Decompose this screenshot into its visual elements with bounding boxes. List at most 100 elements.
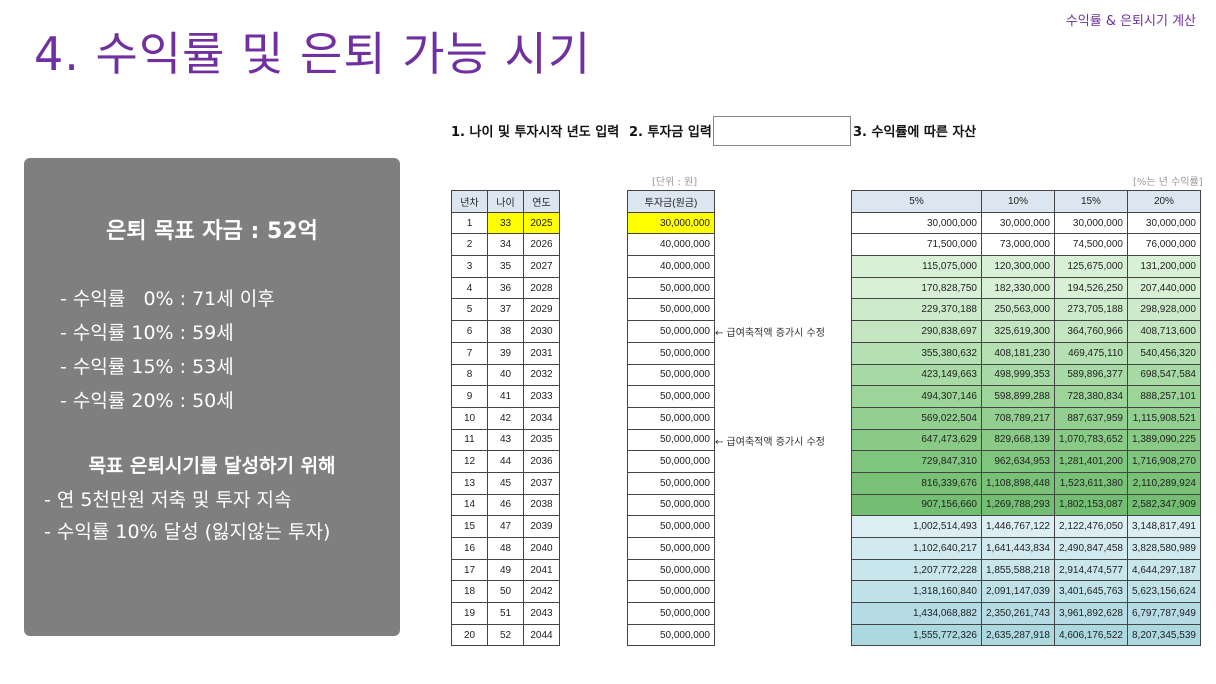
year-cell[interactable]: 2026: [523, 233, 560, 257]
age-cell[interactable]: 51: [487, 602, 524, 625]
principal-cell[interactable]: 50,000,000: [627, 341, 715, 365]
asset-cell: 1,555,772,326: [851, 623, 982, 647]
age-cell[interactable]: 52: [487, 623, 524, 647]
year-cell[interactable]: 2032: [523, 363, 560, 387]
year-index-cell: 9: [451, 385, 488, 408]
principal-cell[interactable]: 50,000,000: [627, 385, 715, 408]
header-rate-15: 15%: [1053, 190, 1128, 213]
age-row: 16 48 2040: [451, 537, 560, 560]
principal-cell[interactable]: 30,000,000: [627, 211, 715, 235]
asset-cell: 962,634,953: [981, 450, 1055, 473]
year-cell[interactable]: 2043: [523, 602, 560, 625]
principal-cell[interactable]: 50,000,000: [627, 580, 715, 604]
principal-cell[interactable]: 50,000,000: [627, 493, 715, 517]
asset-cell: 73,000,000: [981, 233, 1055, 257]
principal-cell[interactable]: 50,000,000: [627, 363, 715, 387]
year-cell[interactable]: 2033: [523, 385, 560, 408]
principal-cell[interactable]: 40,000,000: [627, 255, 715, 278]
age-cell[interactable]: 34: [487, 233, 524, 257]
principal-cell[interactable]: 50,000,000: [627, 450, 715, 473]
year-cell[interactable]: 2042: [523, 580, 560, 604]
asset-cell: 598,899,288: [981, 385, 1055, 408]
age-cell[interactable]: 36: [487, 276, 524, 300]
principal-cell[interactable]: 50,000,000: [627, 406, 715, 430]
age-cell[interactable]: 45: [487, 471, 524, 495]
year-cell[interactable]: 2044: [523, 623, 560, 647]
year-cell[interactable]: 2035: [523, 428, 560, 452]
age-row: 4 36 2028: [451, 276, 560, 300]
principal-cell[interactable]: 50,000,000: [627, 471, 715, 495]
page-title: 4. 수익률 및 은퇴 가능 시기: [34, 27, 592, 81]
age-cell[interactable]: 46: [487, 493, 524, 517]
asset-row: 229,370,188 250,563,000 273,705,188 298,928…: [851, 298, 1201, 322]
year-cell[interactable]: 2030: [523, 320, 560, 343]
age-cell[interactable]: 47: [487, 515, 524, 538]
asset-row: 30,000,000 30,000,000 30,000,000 30,000,000: [851, 211, 1201, 235]
principal-cell[interactable]: 40,000,000: [627, 233, 715, 257]
asset-cell: 1,389,090,225: [1126, 428, 1201, 452]
year-cell[interactable]: 2037: [523, 471, 560, 495]
age-cell[interactable]: 41: [487, 385, 524, 408]
asset-cell: 423,149,663: [851, 363, 982, 387]
year-index-cell: 13: [451, 471, 488, 495]
age-row: 18 50 2042: [451, 580, 560, 604]
principal-cell[interactable]: 50,000,000: [627, 515, 715, 538]
investment-input-cell[interactable]: [713, 116, 851, 146]
principal-cell[interactable]: 50,000,000: [627, 623, 715, 647]
age-row: 17 49 2041: [451, 558, 560, 582]
asset-cell: 76,000,000: [1126, 233, 1201, 257]
year-cell[interactable]: 2027: [523, 255, 560, 278]
age-cell[interactable]: 49: [487, 558, 524, 582]
year-cell[interactable]: 2025: [523, 211, 560, 235]
age-cell[interactable]: 50: [487, 580, 524, 604]
asset-row: 1,102,640,217 1,641,443,834 2,490,847,458 3…: [851, 537, 1201, 560]
principal-cell[interactable]: 50,000,000: [627, 320, 715, 343]
age-cell[interactable]: 39: [487, 341, 524, 365]
year-cell[interactable]: 2040: [523, 537, 560, 560]
year-cell[interactable]: 2038: [523, 493, 560, 517]
year-cell[interactable]: 2036: [523, 450, 560, 473]
investment-row: 50,000,000: [627, 515, 715, 538]
principal-cell[interactable]: 50,000,000: [627, 276, 715, 300]
age-cell[interactable]: 42: [487, 406, 524, 430]
age-row: 9 41 2033: [451, 385, 560, 408]
year-index-cell: 15: [451, 515, 488, 538]
year-cell[interactable]: 2029: [523, 298, 560, 322]
asset-cell: 708,789,217: [981, 406, 1055, 430]
age-cell[interactable]: 44: [487, 450, 524, 473]
age-cell[interactable]: 37: [487, 298, 524, 322]
age-cell[interactable]: 43: [487, 428, 524, 452]
asset-cell: 229,370,188: [851, 298, 982, 322]
plan-item: - 연 5천만원 저축 및 투자 지속: [44, 489, 292, 511]
section-label: 수익률 & 은퇴시기 계산: [1065, 14, 1196, 29]
year-cell[interactable]: 2031: [523, 341, 560, 365]
investment-row: 50,000,000: [627, 276, 715, 300]
investment-row: 50,000,000: [627, 537, 715, 560]
principal-cell[interactable]: 50,000,000: [627, 428, 715, 452]
asset-row: 423,149,663 498,999,353 589,896,377 698,547…: [851, 363, 1201, 387]
age-cell[interactable]: 38: [487, 320, 524, 343]
principal-cell[interactable]: 50,000,000: [627, 558, 715, 582]
investment-table: 투자금(원금) 30,000,000 40,000,000 40,000,000 50…: [627, 190, 715, 647]
asset-cell: 469,475,110: [1053, 341, 1128, 365]
age-cell[interactable]: 48: [487, 537, 524, 560]
step1-label: 1. 나이 및 투자시작 년도 입력: [451, 125, 620, 140]
age-cell[interactable]: 40: [487, 363, 524, 387]
principal-cell[interactable]: 50,000,000: [627, 537, 715, 560]
age-row: 8 40 2032: [451, 363, 560, 387]
investment-row: 50,000,000: [627, 450, 715, 473]
year-cell[interactable]: 2039: [523, 515, 560, 538]
principal-cell[interactable]: 50,000,000: [627, 602, 715, 625]
year-cell[interactable]: 2034: [523, 406, 560, 430]
age-row: 13 45 2037: [451, 471, 560, 495]
principal-cell[interactable]: 50,000,000: [627, 298, 715, 322]
age-cell[interactable]: 35: [487, 255, 524, 278]
header-rate-10: 10%: [981, 190, 1055, 213]
year-cell[interactable]: 2041: [523, 558, 560, 582]
year-cell[interactable]: 2028: [523, 276, 560, 300]
step3-label: 3. 수익률에 따른 자산: [853, 125, 977, 140]
asset-cell: 3,961,892,628: [1053, 602, 1128, 625]
asset-cell: 30,000,000: [981, 211, 1055, 235]
age-cell[interactable]: 33: [487, 211, 524, 235]
asset-cell: 1,070,783,652: [1053, 428, 1128, 452]
